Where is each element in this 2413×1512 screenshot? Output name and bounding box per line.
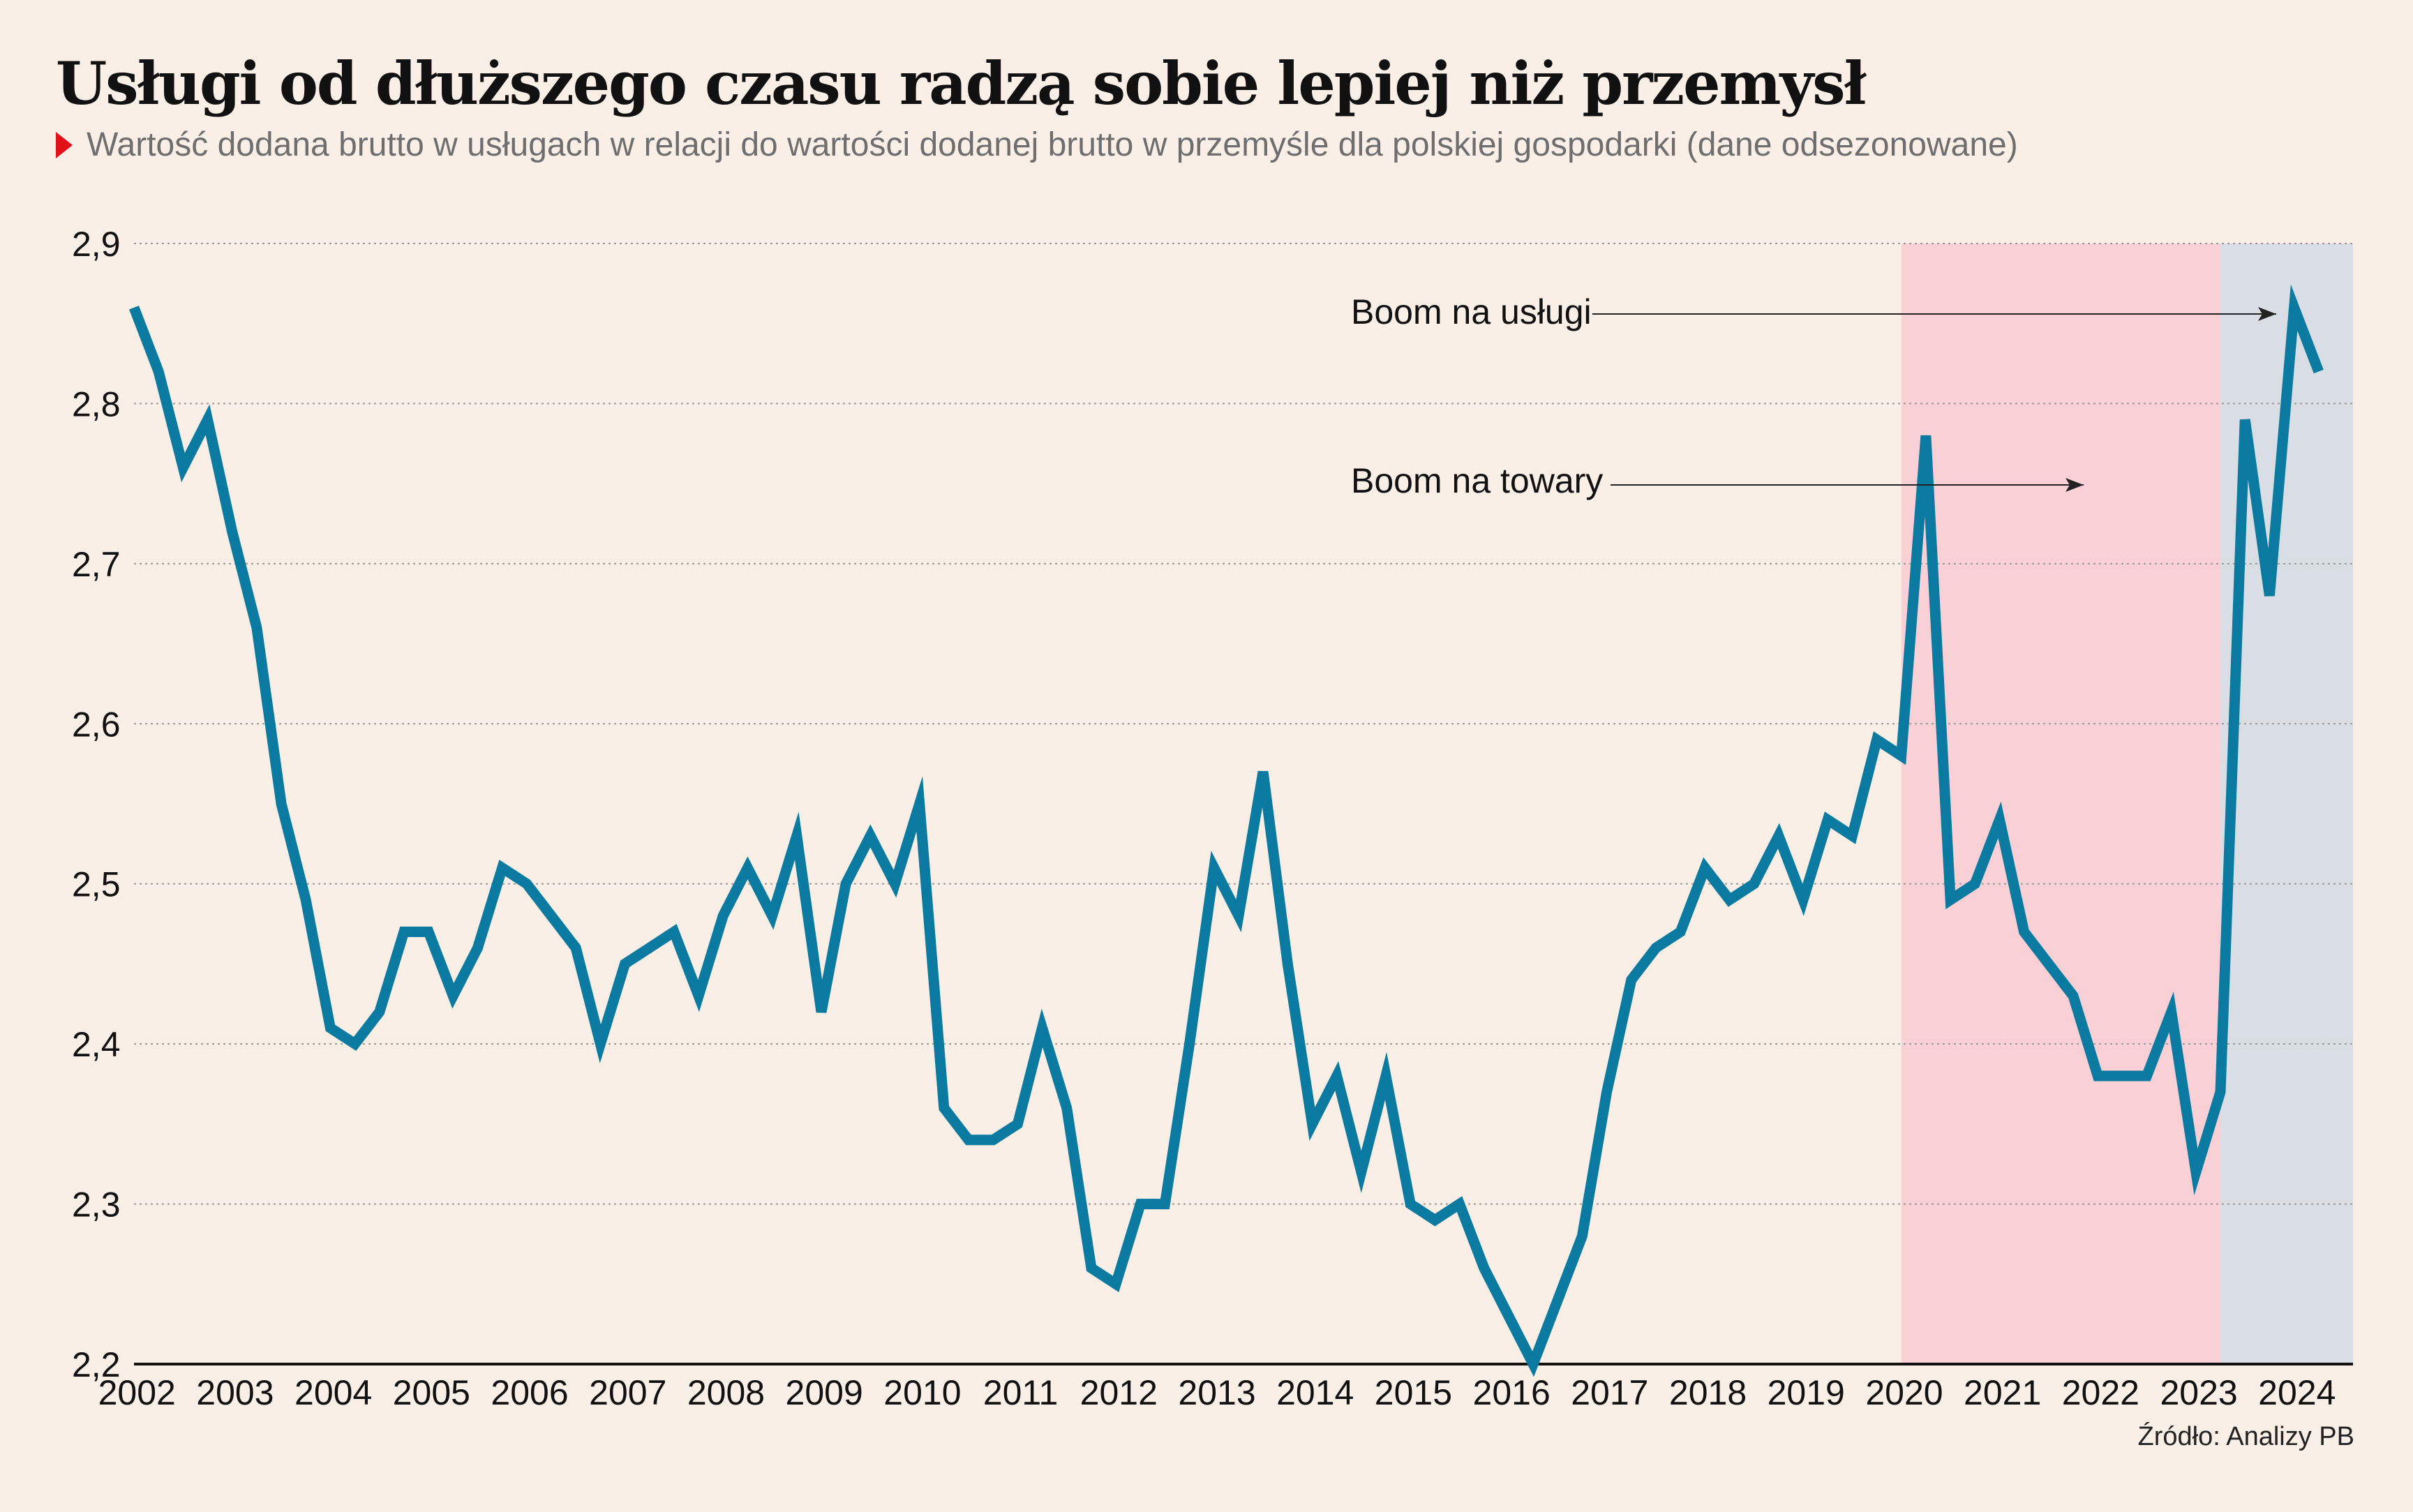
x-tick-label: 2024 [2258, 1373, 2336, 1412]
annotation-services-boom-label: Boom na usługi [1351, 292, 1592, 331]
x-axis-labels: 2002 2003 2004 2005 2006 2007 2008 2009 2010 2011… [98, 1373, 2336, 1412]
x-tick-label: 2019 [1768, 1373, 1845, 1412]
x-tick-label: 2002 [98, 1373, 176, 1412]
x-tick-label: 2021 [1964, 1373, 2041, 1412]
x-tick-label: 2014 [1276, 1373, 1354, 1412]
triangle-marker-icon [56, 132, 73, 158]
x-tick-label: 2015 [1375, 1373, 1452, 1412]
x-tick-label: 2008 [687, 1373, 765, 1412]
x-tick-label: 2009 [786, 1373, 863, 1412]
x-tick-label: 2010 [883, 1373, 961, 1412]
chart-title: Usługi od dłuższego czasu radzą sobie le… [56, 49, 1867, 118]
gridlines [134, 243, 2353, 1365]
y-tick-label: 2,9 [72, 225, 121, 264]
x-tick-label: 2018 [1669, 1373, 1747, 1412]
x-tick-label: 2012 [1080, 1373, 1158, 1412]
x-tick-label: 2006 [491, 1373, 568, 1412]
y-axis-labels: 2,9 2,8 2,7 2,6 2,5 2,4 2,3 2,2 [72, 225, 121, 1384]
chart-subtitle: Wartość dodana brutto w usługach w relac… [56, 126, 2018, 164]
x-tick-label: 2011 [983, 1373, 1059, 1412]
annotation-goods-boom-label: Boom na towary [1351, 461, 1603, 500]
y-tick-label: 2,3 [72, 1185, 121, 1225]
y-tick-label: 2,4 [72, 1025, 121, 1064]
x-tick-label: 2016 [1473, 1373, 1551, 1412]
x-tick-label: 2013 [1178, 1373, 1255, 1412]
x-tick-label: 2017 [1571, 1373, 1648, 1412]
y-tick-label: 2,2 [72, 1345, 121, 1384]
y-tick-label: 2,6 [72, 705, 121, 744]
x-tick-label: 2007 [589, 1373, 666, 1412]
x-tick-label: 2003 [196, 1373, 274, 1412]
x-tick-label: 2005 [393, 1373, 470, 1412]
y-tick-label: 2,5 [72, 865, 121, 904]
x-tick-label: 2022 [2062, 1373, 2139, 1412]
goods-boom-band [1901, 244, 2221, 1364]
y-tick-label: 2,8 [72, 384, 121, 424]
annotations: Boom na usługi Boom na towary [1351, 292, 2276, 500]
x-tick-label: 2004 [294, 1373, 372, 1412]
y-tick-label: 2,7 [72, 545, 121, 584]
source-note: Źródło: Analizy PB [2137, 1422, 2354, 1451]
series-line [128, 284, 2324, 1377]
x-tick-label: 2020 [1865, 1373, 1943, 1412]
x-tick-label: 2023 [2160, 1373, 2237, 1412]
chart-subtitle-text: Wartość dodana brutto w usługach w relac… [87, 126, 2018, 163]
plot-area [128, 284, 2324, 1377]
